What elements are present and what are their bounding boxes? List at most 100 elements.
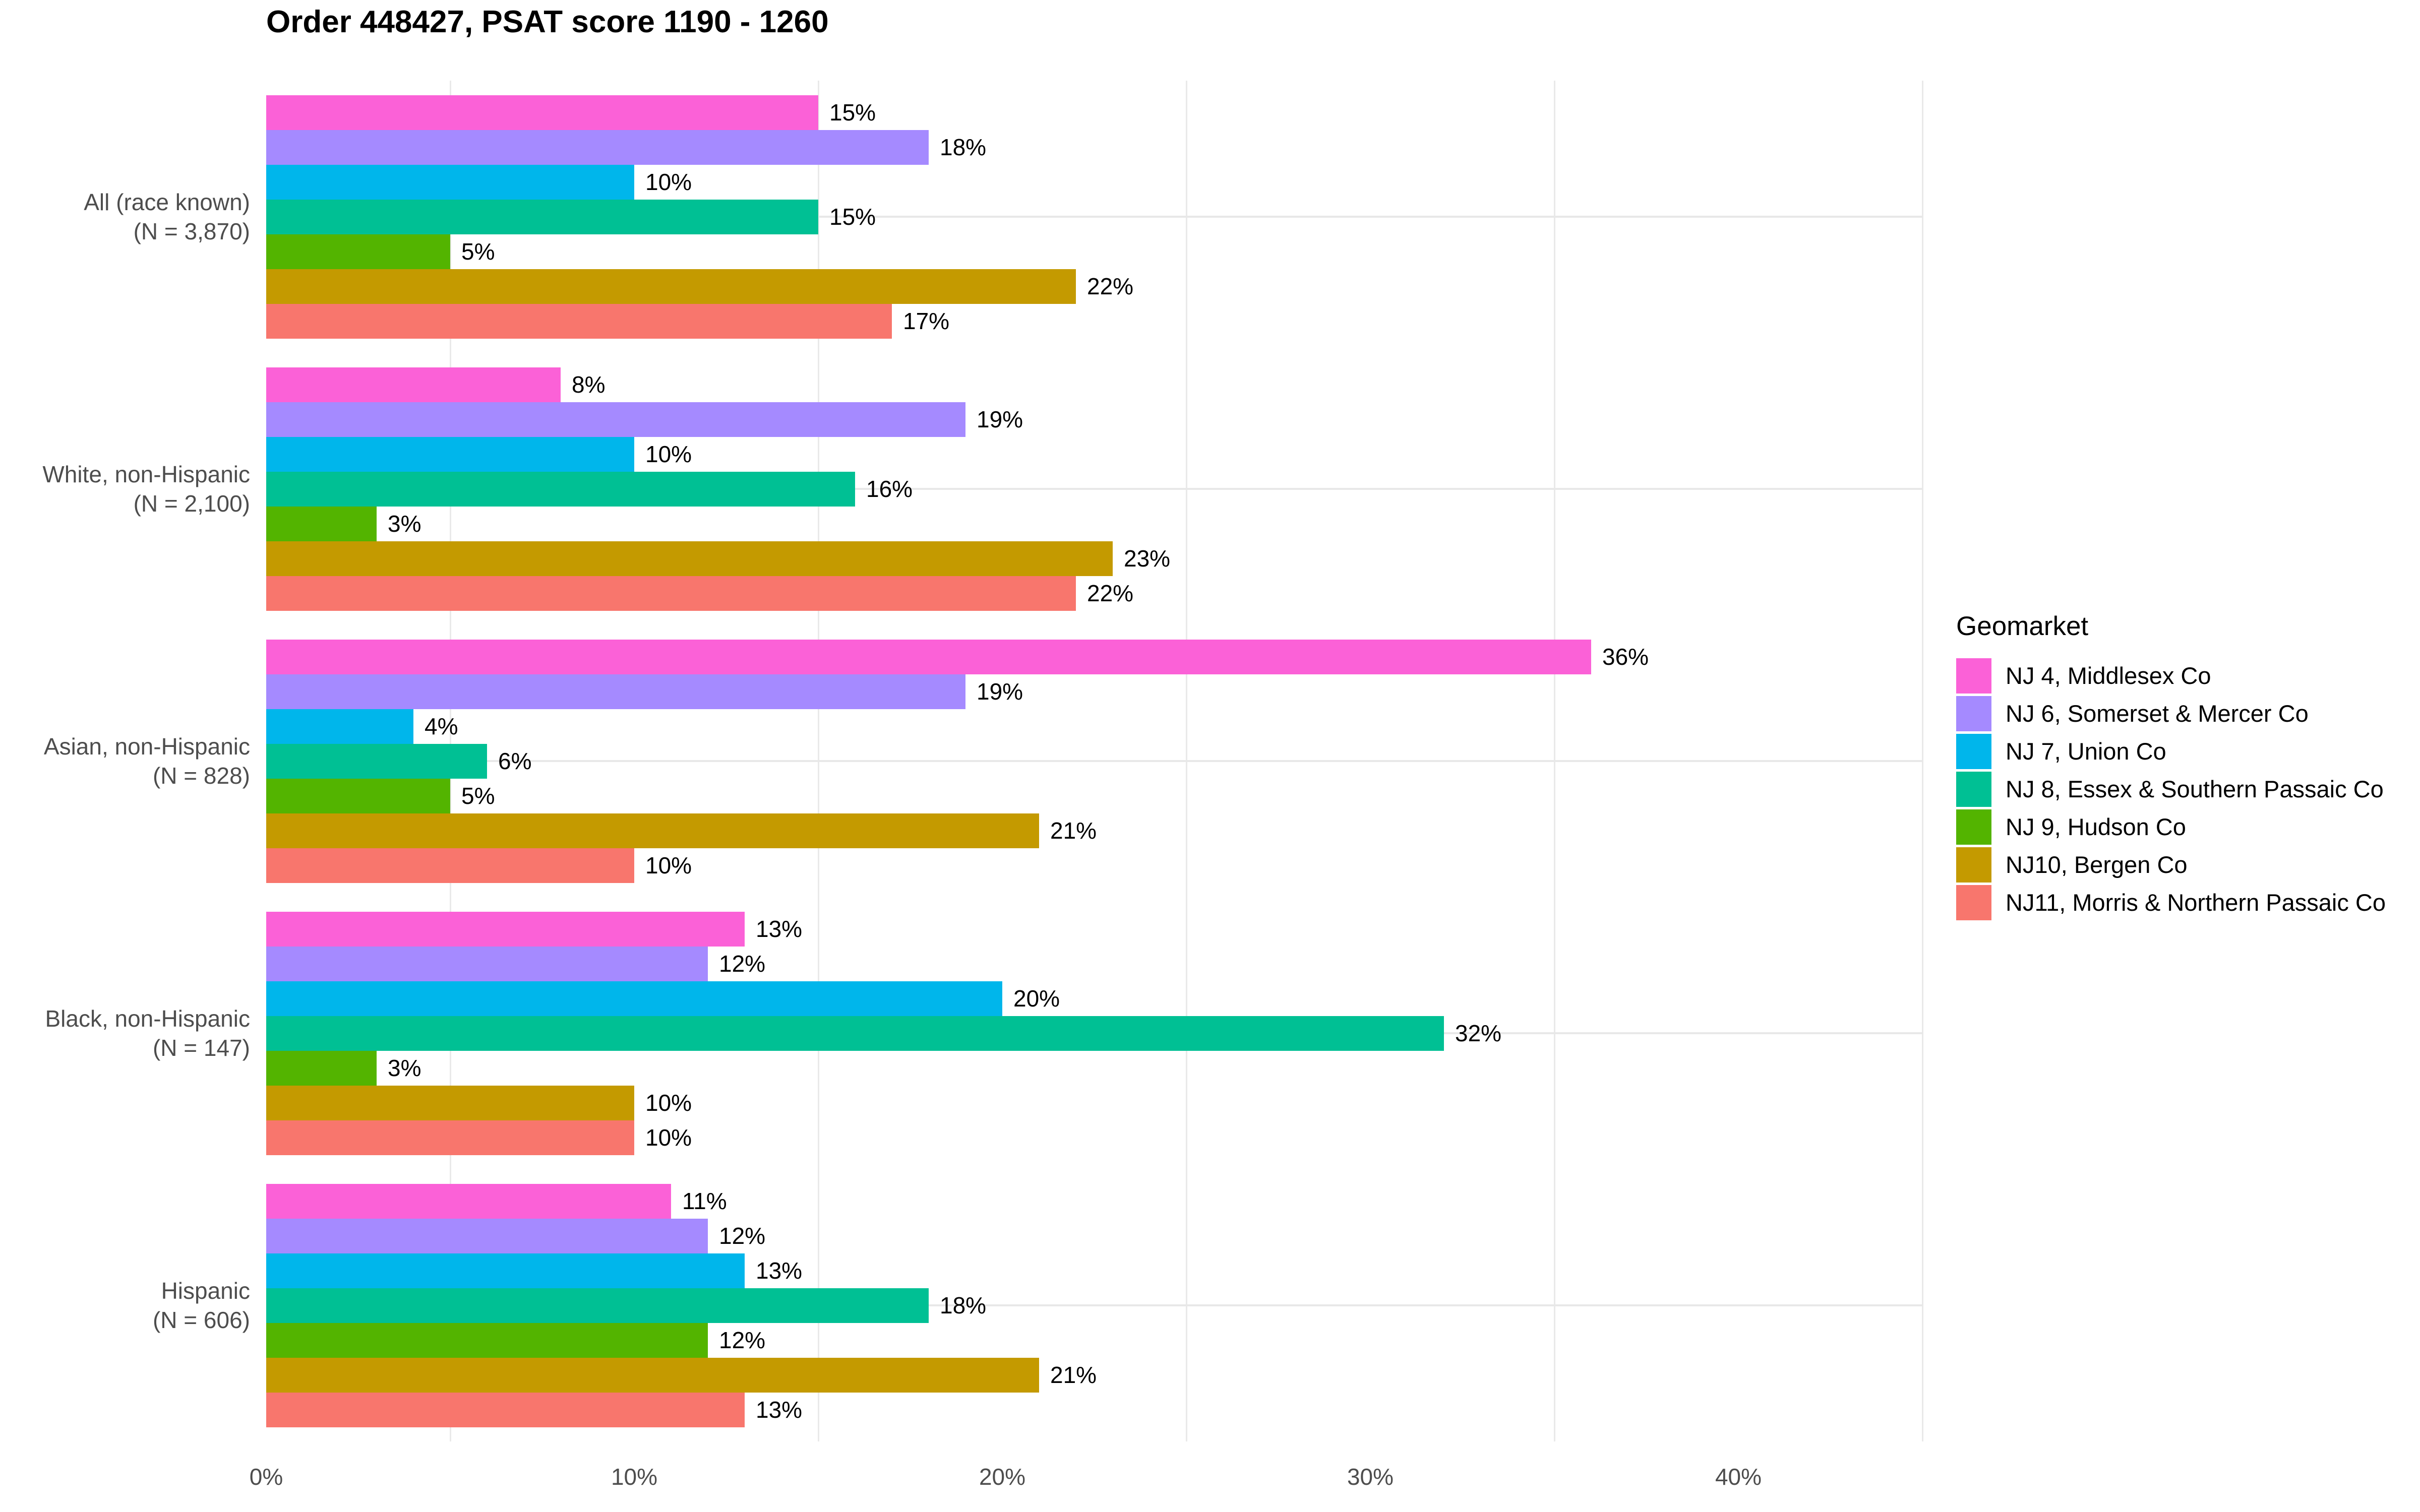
legend-swatch	[1956, 809, 1991, 845]
legend-label: NJ11, Morris & Northern Passaic Co	[2006, 889, 2386, 916]
bar	[266, 912, 745, 947]
category-row: 8% 19% 10% 16% 3% 23% 22%	[266, 353, 1923, 625]
legend-item: NJ 8, Essex & Southern Passaic Co	[1956, 770, 2410, 808]
bar-value-label: 12%	[719, 951, 766, 977]
bar-value-label: 13%	[756, 916, 803, 942]
bar	[266, 779, 450, 813]
bar-value-label: 13%	[756, 1397, 803, 1423]
bar-value-label: 16%	[866, 476, 913, 502]
gridline-horizontal-category	[266, 1304, 1923, 1306]
bar-value-label: 8%	[572, 371, 606, 398]
bar	[266, 1393, 745, 1427]
legend-label: NJ 9, Hudson Co	[2006, 813, 2186, 840]
bar	[266, 130, 929, 165]
bar-value-label: 20%	[1013, 985, 1060, 1012]
bar-value-label: 18%	[940, 134, 987, 160]
bar	[266, 1120, 634, 1155]
y-axis-label: All (race known) (N = 3,870)	[84, 189, 250, 244]
bar-value-label: 10%	[645, 1124, 692, 1151]
bar	[266, 1219, 708, 1253]
legend-item: NJ11, Morris & Northern Passaic Co	[1956, 884, 2410, 921]
gridline-horizontal-category	[266, 488, 1923, 490]
legend-label: NJ 7, Union Co	[2006, 738, 2166, 765]
category-row: 15% 18% 10% 15% 5% 22% 17%	[266, 81, 1923, 353]
y-axis-label: Black, non-Hispanic (N = 147)	[45, 1005, 250, 1061]
bar	[266, 1051, 377, 1086]
gridline-horizontal-category	[266, 760, 1923, 762]
bar-value-label: 19%	[977, 406, 1023, 432]
bar	[266, 165, 634, 200]
bar-value-label: 22%	[1087, 580, 1134, 606]
chart-title: Order 448427, PSAT score 1190 - 1260	[266, 5, 829, 39]
bar	[266, 367, 561, 402]
y-axis-label: Hispanic (N = 606)	[152, 1278, 250, 1333]
bar	[266, 640, 1591, 674]
bar-value-label: 19%	[977, 678, 1023, 705]
bar-value-label: 23%	[1124, 545, 1171, 572]
legend-swatch	[1956, 847, 1991, 883]
legend-item: NJ10, Bergen Co	[1956, 846, 2410, 884]
bar-value-label: 3%	[388, 1055, 421, 1081]
legend-swatch	[1956, 733, 1991, 769]
bar	[266, 269, 1076, 304]
bar	[266, 472, 855, 507]
bar	[266, 402, 965, 437]
bar	[266, 576, 1076, 611]
bar-value-label: 4%	[425, 713, 458, 739]
bar-value-label: 21%	[1050, 1362, 1097, 1388]
bar-value-label: 12%	[719, 1223, 766, 1249]
bar	[266, 947, 708, 981]
bar-value-label: 22%	[1087, 273, 1134, 299]
bar	[266, 200, 818, 234]
bar-value-label: 15%	[829, 99, 876, 125]
legend-label: NJ10, Bergen Co	[2006, 851, 2188, 878]
bar	[266, 234, 450, 269]
legend-label: NJ 4, Middlesex Co	[2006, 662, 2211, 689]
bar	[266, 813, 1039, 848]
x-tick-label: 30%	[1347, 1464, 1394, 1490]
legend-swatch	[1956, 885, 1991, 920]
bar	[266, 674, 965, 709]
legend-items: NJ 4, Middlesex Co NJ 6, Somerset & Merce…	[1956, 657, 2410, 921]
category-row: 36% 19% 4% 6% 5% 21% 10%	[266, 625, 1923, 897]
bar-value-label: 5%	[461, 238, 495, 265]
legend-swatch	[1956, 658, 1991, 694]
legend-label: NJ 8, Essex & Southern Passaic Co	[2006, 776, 2384, 802]
legend: Geomarket NJ 4, Middlesex Co NJ 6, Somers…	[1956, 611, 2410, 921]
bar	[266, 507, 377, 541]
bar-value-label: 13%	[756, 1257, 803, 1284]
bar-value-label: 3%	[388, 511, 421, 537]
legend-item: NJ 6, Somerset & Mercer Co	[1956, 695, 2410, 732]
bar	[266, 1358, 1039, 1393]
bar-value-label: 18%	[940, 1292, 987, 1318]
bar	[266, 541, 1113, 576]
gridline-horizontal-category	[266, 216, 1923, 218]
category-row: 13% 12% 20% 32% 3% 10% 10%	[266, 897, 1923, 1169]
bar	[266, 437, 634, 472]
bar-value-label: 11%	[682, 1188, 727, 1214]
bar-value-label: 21%	[1050, 817, 1097, 844]
legend-item: NJ 7, Union Co	[1956, 732, 2410, 770]
bar	[266, 1323, 708, 1358]
legend-title: Geomarket	[1956, 611, 2089, 641]
legend-label: NJ 6, Somerset & Mercer Co	[2006, 700, 2309, 727]
bar	[266, 1086, 634, 1120]
bar	[266, 848, 634, 883]
y-axis-label: Asian, non-Hispanic (N = 828)	[43, 733, 250, 789]
x-tick-label: 20%	[979, 1464, 1026, 1490]
legend-item: NJ 4, Middlesex Co	[1956, 657, 2410, 695]
bar	[266, 1288, 929, 1323]
legend-item: NJ 9, Hudson Co	[1956, 808, 2410, 846]
bar-value-label: 10%	[645, 169, 692, 195]
bar-value-label: 10%	[645, 852, 692, 878]
bar-value-label: 10%	[645, 1090, 692, 1116]
bar-value-label: 12%	[719, 1327, 766, 1353]
bar-value-label: 10%	[645, 441, 692, 467]
bar	[266, 1016, 1444, 1051]
x-tick-label: 10%	[611, 1464, 658, 1490]
bar-value-label: 17%	[903, 308, 950, 334]
bar-value-label: 5%	[461, 783, 495, 809]
legend-swatch	[1956, 696, 1991, 731]
